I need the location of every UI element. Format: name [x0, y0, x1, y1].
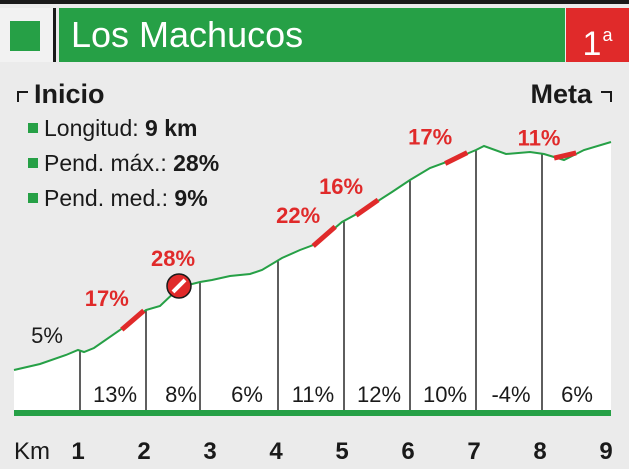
- category-superscript: a: [602, 25, 613, 45]
- km-tick-label: 1: [71, 438, 84, 465]
- profile-layer: 5% 13% 8% 6% 11% 12% 10% -4% 6% Km 1 2 3 4 5 6 7 8 9 17% 28%…: [13, 124, 613, 465]
- max-gradient-icon: [166, 273, 192, 299]
- steep-ramp-label: 17%: [85, 286, 129, 311]
- stat-label: Pend. máx.:: [44, 150, 173, 176]
- finish-label: Meta: [530, 79, 592, 109]
- km-tick-label: 9: [599, 438, 612, 465]
- stat-value: 28%: [173, 150, 219, 176]
- km-tick-label: 4: [269, 438, 283, 465]
- profile-line: [13, 141, 612, 371]
- km-tick-label: 6: [401, 438, 414, 465]
- segment-gradient-label: 5%: [31, 323, 63, 348]
- km-axis-label: Km: [14, 438, 50, 465]
- segment-gradient-label: -4%: [491, 382, 530, 407]
- steep-ramp-segment: [444, 150, 469, 166]
- km-tick-label: 5: [335, 438, 348, 465]
- green-square-icon: [10, 21, 40, 51]
- km-tick-label: 8: [533, 438, 546, 465]
- stat-bullet-icon: [28, 193, 38, 203]
- segment-gradient-label: 11%: [292, 382, 334, 407]
- stat-value: 9%: [174, 185, 207, 211]
- stat-item: Pend. máx.: 28%: [44, 150, 219, 176]
- category-badge: 1a: [566, 8, 629, 63]
- climb-title: Los Machucos: [59, 8, 565, 62]
- segment-gradient-label: 13%: [93, 382, 137, 407]
- segment-gradient-label: 6%: [561, 382, 593, 407]
- category-number: 1: [582, 25, 602, 63]
- stat-label: Pend. med.:: [44, 185, 174, 211]
- steep-ramp-segment: [354, 197, 380, 218]
- title-bar: Los Machucos 1a: [0, 8, 629, 63]
- segment-gradient-label: 12%: [357, 382, 401, 407]
- frame-corner-left: [17, 91, 28, 102]
- steep-ramp-label: 11%: [518, 125, 561, 150]
- steep-ramp-segment: [311, 224, 337, 248]
- steep-ramp-segment: [553, 150, 577, 161]
- segment-gradient-label: 10%: [423, 382, 467, 407]
- stat-bullet-icon: [28, 123, 38, 133]
- frame-corner-right: [601, 91, 612, 102]
- steep-ramp-segment: [120, 308, 146, 332]
- stat-label: Longitud:: [44, 115, 145, 141]
- header-left-box: [0, 8, 56, 62]
- km-tick-label: 7: [467, 438, 480, 465]
- km-tick-label: 3: [203, 438, 216, 465]
- steep-ramp-label: 16%: [319, 174, 363, 199]
- steep-ramp-label: 22%: [276, 203, 320, 228]
- stat-bullet-icon: [28, 158, 38, 168]
- segment-gradient-label: 6%: [231, 382, 263, 407]
- steep-ramp-label: 28%: [151, 246, 195, 271]
- km-tick-label: 2: [137, 438, 150, 465]
- steep-ramp-label: 17%: [408, 124, 452, 149]
- start-label: Inicio: [34, 79, 105, 109]
- max-gradient-slash: [171, 278, 187, 294]
- stat-value: 9 km: [145, 115, 197, 141]
- stats-block: Longitud: 9 km Pend. máx.: 28% Pend. med.:…: [28, 115, 219, 211]
- baseline-bar: [14, 410, 611, 416]
- segment-gradient-label: 8%: [165, 382, 197, 407]
- profile-area: [14, 142, 611, 410]
- top-rule: [0, 0, 629, 4]
- stat-item: Pend. med.: 9%: [44, 185, 208, 211]
- stat-item: Longitud: 9 km: [44, 115, 197, 141]
